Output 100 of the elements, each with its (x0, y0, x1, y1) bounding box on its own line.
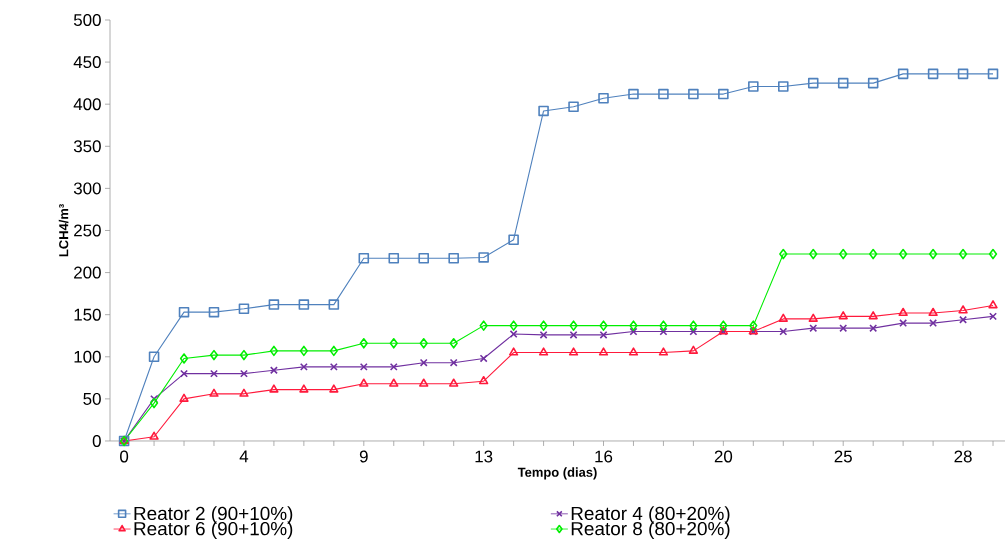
point (718, 88, 729, 100)
point (299, 345, 309, 357)
point (688, 345, 699, 354)
point (809, 248, 818, 260)
point (178, 306, 190, 318)
point (388, 252, 400, 264)
point (269, 345, 279, 357)
point (299, 362, 308, 371)
point (658, 88, 669, 100)
point (329, 362, 338, 371)
y-tick-label: 50 (83, 392, 101, 405)
point (628, 347, 639, 356)
point (479, 320, 488, 331)
point (179, 353, 189, 364)
point (478, 375, 489, 385)
point (807, 77, 819, 89)
point (239, 388, 249, 397)
point (298, 299, 310, 310)
point (719, 320, 728, 331)
point (478, 252, 489, 263)
point (359, 362, 368, 371)
point (389, 338, 398, 349)
point (899, 319, 908, 328)
point (808, 313, 818, 322)
point (958, 248, 968, 260)
point (329, 384, 339, 393)
point (629, 327, 638, 336)
point (238, 303, 250, 315)
point (508, 347, 519, 356)
point (929, 319, 938, 328)
point (179, 393, 189, 402)
point (418, 252, 430, 264)
point (419, 338, 428, 349)
point (988, 248, 998, 260)
point (927, 68, 939, 80)
point (928, 248, 938, 260)
point (329, 345, 338, 357)
point (779, 248, 788, 260)
point (538, 105, 549, 117)
point (838, 311, 848, 320)
y-tick-label: 350 (73, 140, 101, 153)
point (689, 320, 698, 331)
x-tick-label: 16 (595, 450, 613, 463)
y-tick-label: 450 (73, 56, 101, 69)
point (419, 378, 429, 387)
point (569, 320, 578, 331)
x-tick-label: 13 (475, 450, 493, 463)
point (598, 347, 609, 356)
x-tick-label: 9 (359, 450, 368, 463)
point (449, 338, 458, 349)
point (389, 378, 399, 387)
point (629, 320, 638, 331)
point (868, 311, 878, 320)
y-tick-label: 300 (73, 182, 101, 195)
point (419, 358, 428, 367)
point (149, 397, 159, 409)
point (508, 234, 519, 246)
x-tick-label: 0 (120, 450, 129, 463)
point (898, 307, 908, 317)
point (389, 362, 398, 371)
y-tick-label: 150 (74, 308, 101, 321)
point (568, 101, 579, 112)
point (778, 81, 789, 92)
point (748, 81, 759, 92)
point (987, 68, 999, 80)
point (749, 320, 758, 331)
x-tick-label: 25 (834, 450, 852, 463)
point (898, 248, 908, 260)
point (658, 347, 669, 356)
point (359, 338, 368, 349)
point (958, 305, 968, 314)
point (299, 384, 309, 393)
y-tick-label: 200 (74, 266, 101, 279)
point (688, 88, 699, 100)
point (957, 68, 969, 80)
x-tick-label: 20 (714, 450, 733, 463)
point (809, 324, 818, 333)
point (358, 252, 370, 264)
point (659, 327, 668, 336)
point (568, 347, 579, 356)
point (328, 299, 340, 310)
point (449, 358, 458, 367)
point (839, 324, 848, 333)
point (449, 378, 459, 387)
point (539, 320, 548, 331)
point (869, 248, 878, 260)
y-tick-label: 100 (74, 350, 101, 363)
y-tick-label: 250 (74, 224, 101, 237)
point (209, 349, 219, 361)
y-axis-title: LCH4/m³ (58, 204, 69, 257)
x-tick-label: 4 (239, 450, 249, 463)
x-tick-label: 28 (954, 450, 972, 463)
point (149, 431, 159, 440)
point (269, 384, 279, 393)
point (509, 320, 518, 331)
point (239, 349, 249, 361)
point (839, 248, 848, 260)
point (268, 299, 280, 310)
point (538, 347, 549, 356)
point (209, 388, 219, 397)
